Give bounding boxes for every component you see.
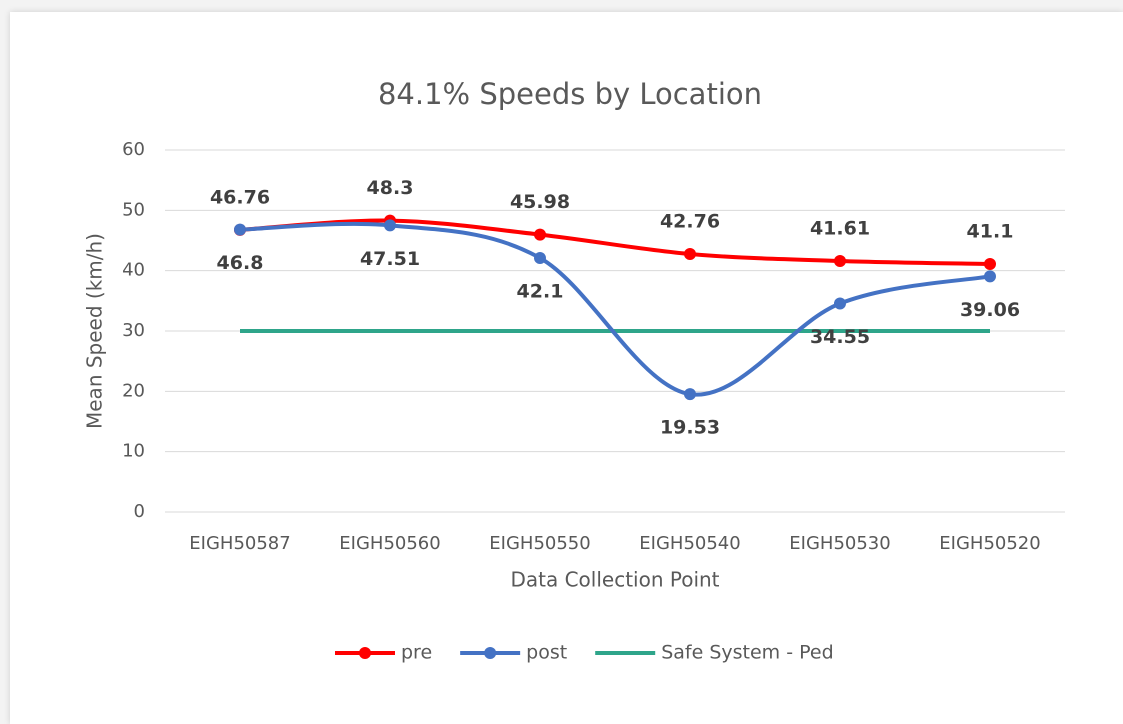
y-axis-title: Mean Speed (km/h) — [83, 233, 107, 429]
x-tick-label: EIGH50530 — [789, 533, 890, 554]
data-label: 19.53 — [660, 417, 720, 439]
x-tick-label: EIGH50560 — [339, 533, 440, 554]
y-tick-label: 20 — [122, 380, 145, 401]
y-tick-label: 0 — [134, 501, 145, 522]
x-tick-label: EIGH50520 — [939, 533, 1040, 554]
y-tick-label: 40 — [122, 260, 145, 281]
data-point — [234, 223, 246, 236]
x-tick-label: EIGH50550 — [489, 533, 590, 554]
series-line — [239, 218, 991, 267]
y-tick-label: 30 — [122, 320, 145, 341]
data-point — [984, 270, 996, 283]
data-label: 45.98 — [510, 191, 570, 213]
x-tick-label: EIGH50540 — [639, 533, 740, 554]
x-tick-label: EIGH50587 — [189, 533, 290, 554]
data-label: 47.51 — [360, 248, 420, 270]
data-point — [834, 297, 846, 310]
data-label: 46.8 — [217, 252, 264, 274]
data-label: 46.76 — [210, 186, 270, 208]
chart-title: 84.1% Speeds by Location — [378, 77, 762, 111]
x-axis-title: Data Collection Point — [510, 568, 719, 592]
data-point — [684, 388, 696, 401]
legend-label: post — [526, 642, 567, 664]
legend-marker — [484, 647, 497, 659]
data-label: 39.06 — [960, 299, 1020, 321]
legend-label: Safe System - Ped — [661, 642, 833, 664]
chart-card — [10, 12, 1123, 724]
data-label: 42.76 — [660, 211, 720, 233]
data-label: 34.55 — [810, 326, 870, 348]
data-point — [684, 248, 696, 261]
data-point — [984, 258, 996, 271]
y-tick-label: 10 — [122, 441, 145, 462]
series-line — [239, 221, 991, 397]
data-label: 41.1 — [967, 221, 1014, 243]
data-point — [834, 254, 846, 267]
data-point — [534, 251, 546, 264]
data-point — [384, 219, 396, 232]
data-label: 42.1 — [517, 280, 564, 302]
y-tick-label: 60 — [122, 139, 145, 160]
legend-marker — [359, 647, 371, 659]
legend-label: pre — [401, 642, 432, 664]
y-tick-label: 50 — [122, 199, 145, 220]
data-label: 48.3 — [367, 177, 414, 199]
data-label: 41.61 — [810, 217, 870, 239]
data-point — [534, 228, 546, 241]
